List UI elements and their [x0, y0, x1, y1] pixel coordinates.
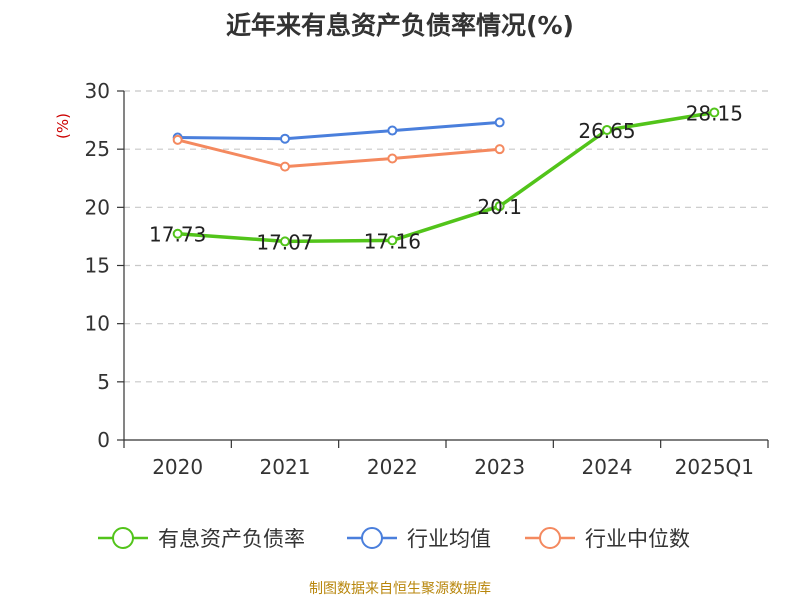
data-label: 17.16: [364, 229, 421, 253]
series-line: [177, 110, 715, 244]
x-tick-label: 2023: [474, 455, 525, 479]
y-tick-label: 0: [97, 428, 110, 452]
data-point[interactable]: [709, 107, 720, 118]
data-point[interactable]: [494, 144, 505, 155]
data-point[interactable]: [387, 153, 398, 164]
legend-marker[interactable]: [361, 527, 383, 549]
y-tick-label: 20: [85, 195, 110, 219]
y-tick-label: 10: [85, 312, 110, 336]
data-point[interactable]: [172, 228, 183, 239]
series-line: [177, 138, 500, 169]
series-line: [177, 120, 500, 141]
y-tick-label: 5: [97, 370, 110, 394]
x-tick-label: 2020: [152, 455, 203, 479]
x-tick-label: 2025Q1: [675, 455, 754, 479]
legend-marker[interactable]: [539, 527, 561, 549]
y-tick-label: 30: [85, 79, 110, 103]
data-point[interactable]: [280, 133, 290, 144]
legend-marker[interactable]: [112, 527, 134, 549]
chart-title: 近年来有息资产负债率情况(%): [226, 11, 574, 40]
legend-label[interactable]: 行业中位数: [585, 527, 690, 551]
data-point[interactable]: [387, 125, 398, 136]
data-label: 17.07: [256, 230, 313, 254]
data-point[interactable]: [602, 124, 612, 135]
data-point[interactable]: [387, 235, 398, 246]
data-label: 20.1: [477, 195, 522, 219]
data-point[interactable]: [280, 161, 290, 172]
y-tick-label: 15: [85, 254, 110, 278]
data-point[interactable]: [494, 117, 505, 128]
y-axis-unit-label: (%): [54, 113, 72, 139]
source-note: 制图数据来自恒生聚源数据库: [309, 581, 491, 597]
x-tick-label: 2022: [367, 455, 418, 479]
data-label: 28.15: [686, 102, 743, 126]
legend-label[interactable]: 行业均值: [407, 527, 491, 551]
data-label: 26.65: [578, 119, 635, 143]
legend-label[interactable]: 有息资产负债率: [158, 527, 305, 551]
data-point[interactable]: [172, 134, 183, 145]
x-tick-label: 2021: [260, 455, 311, 479]
y-tick-label: 25: [85, 137, 110, 161]
data-point[interactable]: [280, 236, 290, 247]
x-tick-label: 2024: [582, 455, 633, 479]
data-label: 17.73: [149, 223, 206, 247]
data-point[interactable]: [494, 201, 505, 212]
